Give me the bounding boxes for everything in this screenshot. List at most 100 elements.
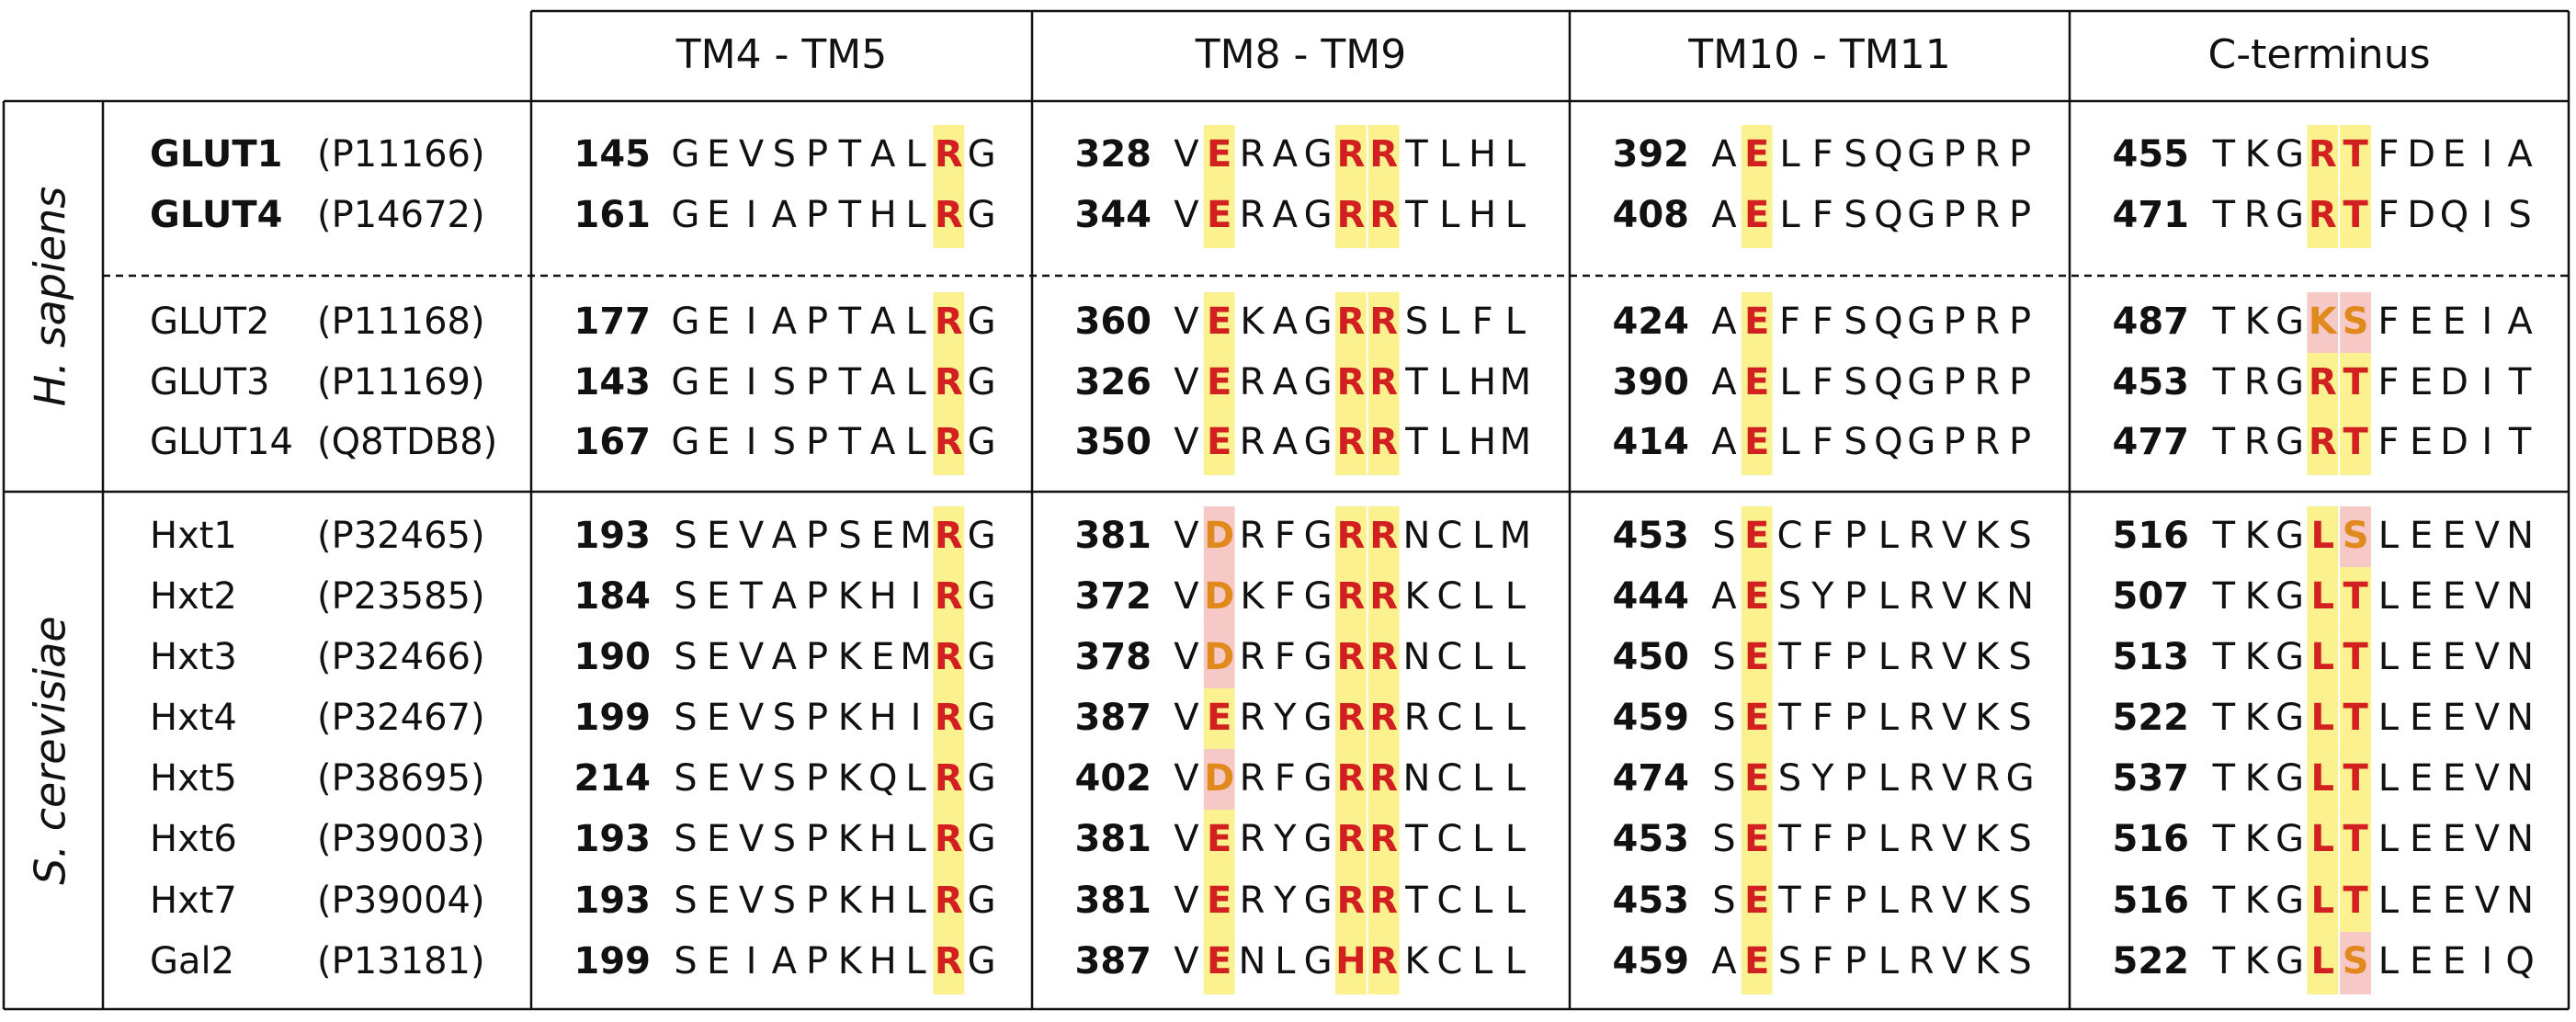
highlight	[1335, 688, 1367, 751]
highlight	[2307, 292, 2339, 355]
protein-name: GLUT14	[150, 421, 293, 463]
residue-number: 184	[574, 575, 652, 618]
highlight	[1335, 353, 1367, 415]
highlight	[1367, 688, 1400, 751]
highlight	[2340, 125, 2371, 187]
residue-number: 408	[1613, 194, 1690, 236]
highlight	[1367, 353, 1400, 415]
highlight	[2307, 186, 2339, 248]
alignment-table: TM4 - TM5 TM8 - TM9 TM10 - TM11 C-terminus H…	[2, 9, 2570, 1011]
residue-number: 453	[1613, 515, 1690, 557]
highlight	[2307, 749, 2339, 812]
highlight	[2340, 810, 2371, 872]
accession: (P13181)	[317, 940, 485, 982]
highlight	[2307, 810, 2339, 872]
residue-number: 453	[2113, 361, 2190, 403]
highlight	[1367, 810, 1400, 872]
residue-number: 214	[574, 757, 652, 800]
residue-number: 424	[1613, 301, 1690, 343]
highlight	[933, 413, 965, 475]
highlight	[1367, 749, 1400, 812]
highlight	[1741, 186, 1773, 248]
sequence: V E R A G R R T L HM	[1174, 421, 1531, 463]
highlight	[2340, 567, 2371, 630]
highlight	[1367, 186, 1400, 248]
highlight	[1367, 932, 1400, 994]
accession: (P32466)	[317, 636, 485, 678]
residue-number: 143	[574, 361, 652, 403]
highlight	[933, 810, 965, 872]
protein-name: GLUT4	[150, 194, 283, 236]
column-header: TM8 - TM9	[1195, 31, 1407, 78]
residue-number: 516	[2113, 880, 2190, 922]
residue-number: 455	[2113, 133, 2190, 176]
residue-number: 360	[1075, 301, 1152, 343]
highlight	[1741, 688, 1773, 751]
highlight	[933, 688, 965, 751]
highlight	[1203, 125, 1235, 187]
residue-number: 328	[1075, 133, 1152, 176]
highlight	[2307, 871, 2339, 934]
highlight	[1203, 506, 1235, 569]
accession: (P23585)	[317, 575, 485, 618]
accession: (P38695)	[317, 757, 485, 800]
highlight	[2340, 749, 2371, 812]
highlight	[1203, 810, 1235, 872]
protein-name: Hxt3	[150, 636, 237, 678]
residue-number: 513	[2113, 636, 2190, 678]
residue-number: 459	[1613, 940, 1690, 982]
protein-name: Gal2	[150, 940, 234, 982]
protein-name: GLUT1	[150, 133, 283, 176]
highlight	[1367, 871, 1400, 934]
highlight	[933, 932, 965, 994]
highlight	[1203, 749, 1235, 812]
highlight	[2340, 688, 2371, 751]
highlight	[933, 186, 965, 248]
accession: (P14672)	[317, 194, 485, 236]
highlight	[933, 506, 965, 569]
residue-number: 450	[1613, 636, 1690, 678]
residue-number: 161	[574, 194, 652, 236]
highlight	[2307, 353, 2339, 415]
highlight	[1335, 749, 1367, 812]
highlight	[1741, 871, 1773, 934]
residue-number: 387	[1075, 940, 1152, 982]
highlight	[1741, 749, 1773, 812]
protein-name: Hxt2	[150, 575, 237, 618]
highlight	[2307, 125, 2339, 187]
highlight	[1335, 506, 1367, 569]
residue-number: 199	[574, 697, 652, 739]
highlight	[2340, 292, 2371, 355]
highlights	[933, 125, 2371, 994]
residue-number: 471	[2113, 194, 2190, 236]
residue-number: 350	[1075, 421, 1152, 463]
residue-number: 487	[2113, 301, 2190, 343]
highlight	[933, 353, 965, 415]
highlight	[1203, 292, 1235, 355]
highlight	[933, 628, 965, 690]
residue-number: 392	[1613, 133, 1690, 176]
accession: (P11169)	[317, 361, 485, 403]
highlight	[1203, 353, 1235, 415]
